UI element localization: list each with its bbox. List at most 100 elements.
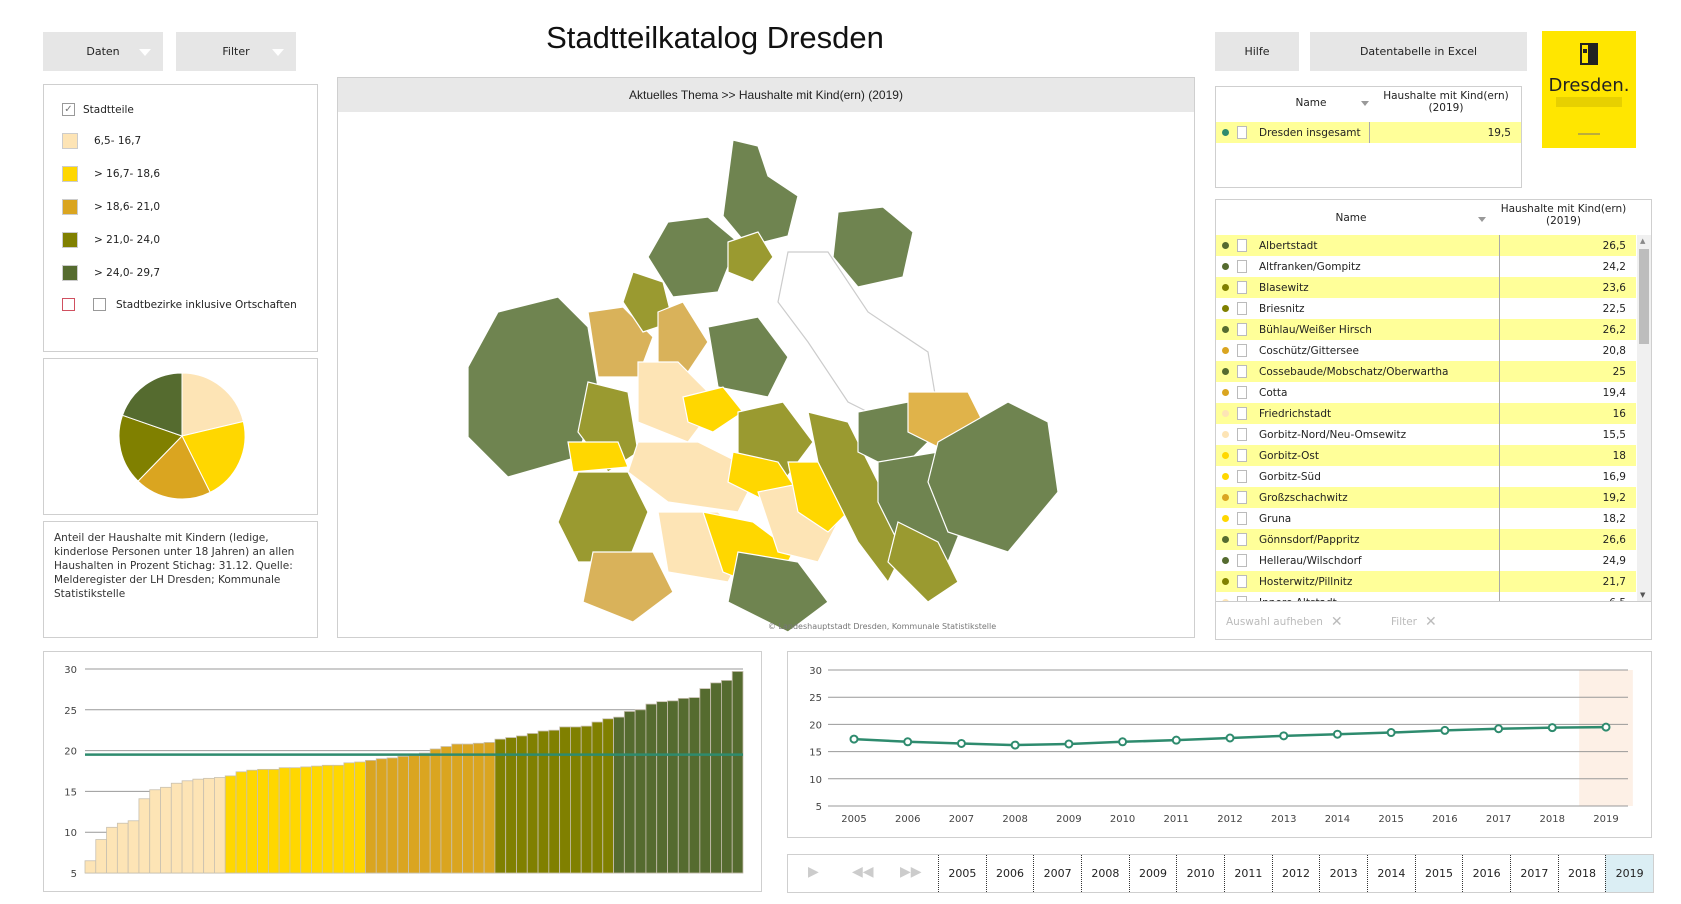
checkbox-unchecked-icon[interactable]: [93, 298, 106, 311]
bar: [300, 766, 312, 874]
table-row[interactable]: Gönnsdorf/Pappritz 26,6: [1216, 529, 1636, 550]
col-name-header[interactable]: Name: [1295, 97, 1327, 109]
row-name: Hellerau/Wilschdorf: [1259, 554, 1362, 567]
scroll-up-icon[interactable]: ▲: [1640, 237, 1646, 245]
bar: [192, 778, 205, 874]
table-row[interactable]: Cotta 19,4: [1216, 382, 1636, 403]
table-row[interactable]: Cossebaude/Mobschatz/Oberwartha 25: [1216, 361, 1636, 382]
stadtbezirke-toggle[interactable]: Stadtbezirke inklusive Ortschaften: [62, 298, 297, 311]
row-name: Coschütz/Gittersee: [1259, 344, 1359, 357]
data-point: [1440, 725, 1450, 735]
document-icon: [1237, 575, 1247, 588]
data-point: [956, 738, 966, 748]
checkbox-checked-icon[interactable]: ✓: [62, 103, 75, 116]
bar: [731, 671, 744, 874]
status-dot-icon: [1222, 536, 1229, 543]
bar: [214, 777, 226, 874]
filter-dropdown[interactable]: Filter: [176, 32, 296, 71]
map-district: [727, 551, 829, 633]
row-name: Altfranken/Gompitz: [1259, 260, 1361, 273]
scrollbar[interactable]: ▲ ▼: [1637, 235, 1651, 601]
legend-label: > 24,0- 29,7: [94, 267, 161, 279]
table-row[interactable]: Gorbitz-Nord/Neu-Omsewitz 15,5: [1216, 424, 1636, 445]
chevron-down-icon: [139, 48, 151, 56]
year-2009[interactable]: 2009: [1128, 855, 1177, 892]
fast-forward-icon[interactable]: ▶▶: [900, 864, 922, 880]
status-dot-icon: [1222, 284, 1229, 291]
year-2010[interactable]: 2010: [1176, 855, 1224, 892]
document-icon: [1237, 323, 1247, 336]
table-row[interactable]: Albertstadt 26,5: [1216, 235, 1636, 256]
bar: [494, 738, 507, 874]
year-2008[interactable]: 2008: [1081, 855, 1129, 892]
row-name: Cossebaude/Mobschatz/Oberwartha: [1259, 365, 1449, 378]
map-district: [582, 551, 674, 623]
year-2019[interactable]: 2019: [1605, 855, 1653, 892]
row-value: 18,2: [1499, 508, 1636, 529]
year-2014[interactable]: 2014: [1367, 855, 1415, 892]
table-row[interactable]: Gorbitz-Ost 18: [1216, 445, 1636, 466]
row-value: 20,8: [1499, 340, 1636, 361]
document-icon: [1237, 365, 1247, 378]
table-row[interactable]: Blasewitz 23,6: [1216, 277, 1636, 298]
bar: [160, 786, 172, 874]
scroll-down-icon[interactable]: ▼: [1640, 591, 1646, 599]
rewind-icon[interactable]: ◀◀: [852, 864, 874, 880]
table-row[interactable]: Gruna 18,2: [1216, 508, 1636, 529]
year-2011[interactable]: 2011: [1224, 855, 1272, 892]
year-2013[interactable]: 2013: [1319, 855, 1367, 892]
district-map[interactable]: [338, 112, 1194, 637]
play-icon[interactable]: ▶: [808, 864, 819, 880]
x-tick-label: 2016: [1432, 814, 1457, 825]
year-2016[interactable]: 2016: [1462, 855, 1510, 892]
year-2006[interactable]: 2006: [985, 855, 1034, 892]
clear-selection-button[interactable]: Auswahl aufheben ✕: [1226, 614, 1343, 630]
daten-dropdown[interactable]: Daten: [43, 32, 163, 71]
row-name: Blasewitz: [1259, 281, 1309, 294]
bar-chart: 5 10 15 20 25 30: [64, 665, 744, 880]
excel-export-button[interactable]: Datentabelle in Excel: [1310, 32, 1527, 71]
table-row[interactable]: Gorbitz-Süd 16,9: [1216, 466, 1636, 487]
map-header: Aktuelles Thema >> Haushalte mit Kind(er…: [338, 78, 1194, 112]
table-row[interactable]: Bühlau/Weißer Hirsch 26,2: [1216, 319, 1636, 340]
table-row[interactable]: Hellerau/Wilschdorf 24,9: [1216, 550, 1636, 571]
district-table: Name Haushalte mit Kind(ern) (2019) Albe…: [1215, 199, 1652, 640]
document-icon: [1237, 344, 1247, 357]
y-tick-label: 25: [64, 706, 77, 717]
sort-icon[interactable]: [1478, 217, 1486, 222]
col-name-header[interactable]: Name: [1335, 212, 1367, 224]
pie-slice: [118, 414, 183, 482]
x-tick-label: 2018: [1540, 814, 1565, 825]
table-row[interactable]: Altfranken/Gompitz 24,2: [1216, 256, 1636, 277]
map-district: [707, 316, 789, 398]
table-body[interactable]: Albertstadt 26,5 Altfranken/Gompitz 24,2 Bla…: [1216, 235, 1636, 601]
stadtteile-toggle[interactable]: ✓ Stadtteile: [62, 103, 134, 116]
year-2005[interactable]: 2005: [938, 855, 986, 892]
table-row[interactable]: Innere Altstadt6,5: [1216, 592, 1636, 601]
year-2007[interactable]: 2007: [1033, 855, 1081, 892]
legend-label: > 21,0- 24,0: [94, 234, 161, 246]
x-tick-label: 2014: [1325, 814, 1350, 825]
legend-swatch: [62, 265, 78, 281]
year-2015[interactable]: 2015: [1414, 855, 1463, 892]
bar: [645, 703, 658, 874]
document-icon: [1237, 407, 1247, 420]
table-row[interactable]: Briesnitz 22,5: [1216, 298, 1636, 319]
sort-icon[interactable]: [1361, 101, 1369, 106]
table-row[interactable]: Friedrichstadt 16: [1216, 403, 1636, 424]
table-row[interactable]: Hosterwitz/Pillnitz 21,7: [1216, 571, 1636, 592]
year-2017[interactable]: 2017: [1510, 855, 1558, 892]
bar: [483, 742, 496, 874]
table-row[interactable]: Coschütz/Gittersee 20,8: [1216, 340, 1636, 361]
year-2018[interactable]: 2018: [1557, 855, 1606, 892]
table-row[interactable]: Dresden insgesamt 19,5: [1216, 122, 1521, 143]
table-row[interactable]: Großzschachwitz 19,2: [1216, 487, 1636, 508]
scrollbar-thumb[interactable]: [1639, 249, 1649, 344]
clear-filter-button[interactable]: Filter ✕: [1391, 614, 1437, 630]
bar: [375, 758, 388, 874]
map-panel[interactable]: Aktuelles Thema >> Haushalte mit Kind(er…: [337, 77, 1195, 638]
data-point: [1386, 728, 1396, 738]
page-title: Stadtteilkatalog Dresden: [546, 20, 884, 55]
hilfe-button[interactable]: Hilfe: [1215, 32, 1299, 71]
year-2012[interactable]: 2012: [1271, 855, 1320, 892]
